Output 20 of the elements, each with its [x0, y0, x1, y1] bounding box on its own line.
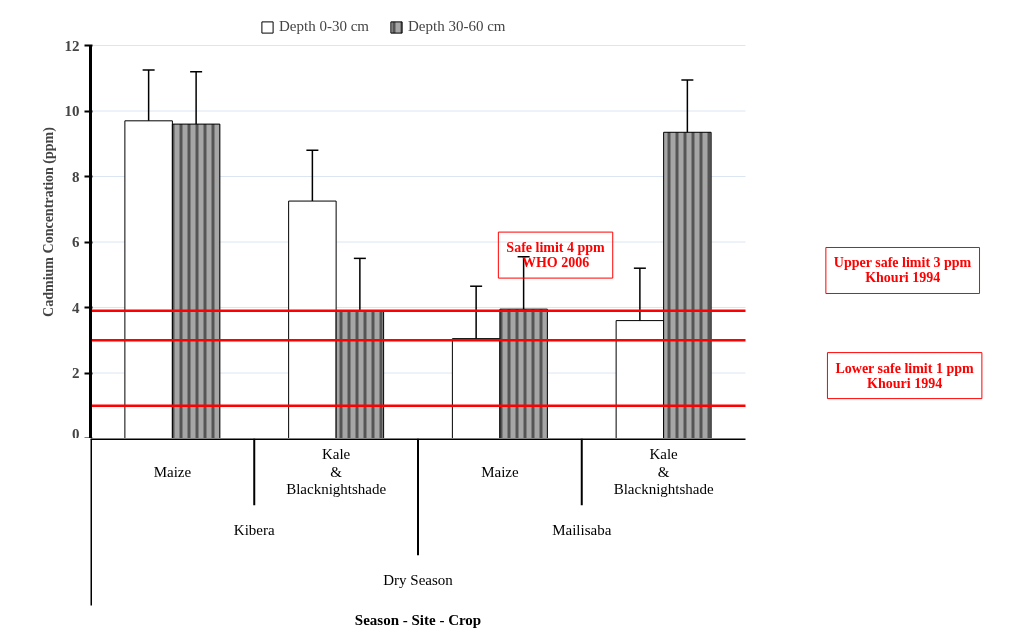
- text: Mailisaba: [552, 522, 612, 539]
- y-tick-label: 0: [72, 425, 80, 442]
- y-tick-label: 6: [72, 234, 80, 250]
- legend-label: Depth 0-30 cm: [279, 18, 369, 35]
- y-tick-label: 12: [64, 37, 80, 54]
- y-tick-label: 4: [72, 299, 80, 316]
- ref-line-label: Lower safe limit 1 ppm Khouri 1994: [835, 360, 974, 391]
- legend-label: Depth 30-60 cm: [407, 18, 506, 35]
- x-tick-label: Kale & Blacknightshade: [613, 446, 714, 498]
- x-tick-label: Maize: [153, 463, 192, 480]
- y-tick-label: 2: [72, 365, 80, 381]
- x-tick-label: Maize: [481, 463, 519, 480]
- text: Kibera: [233, 522, 275, 539]
- text: Dry Season: [383, 572, 454, 589]
- x-tick-label: Kale & Blacknightshade: [286, 446, 387, 498]
- text: Season - Site - Crop: [354, 612, 482, 629]
- y-tick-label: 8: [72, 168, 80, 185]
- y-axis-title: Cadmium Concentration (ppm): [40, 126, 57, 317]
- y-tick-label: 10: [64, 103, 80, 119]
- ref-line-label: Upper safe limit 3 ppm Khouri 1994: [833, 255, 972, 286]
